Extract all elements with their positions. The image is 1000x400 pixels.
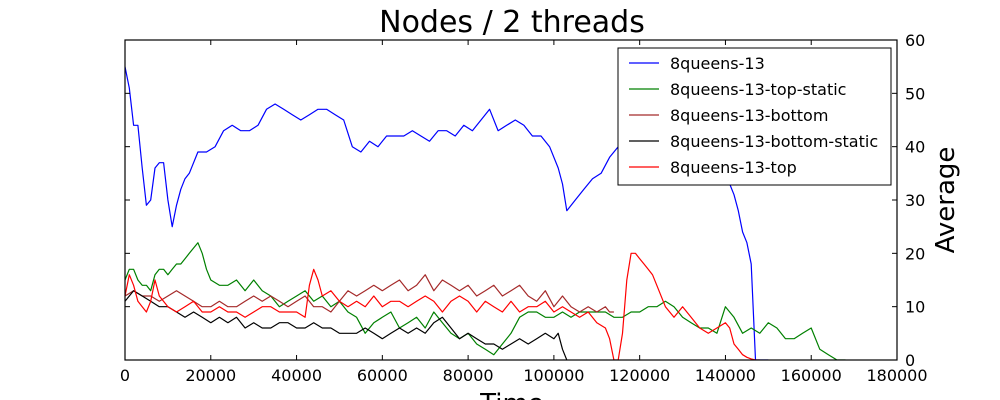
- legend-label: 8queens-13-top: [670, 158, 797, 177]
- y-axis-label: Average: [931, 147, 961, 254]
- y-tick-label: 20: [905, 244, 925, 263]
- y-tick-label: 40: [905, 138, 925, 157]
- y-tick-label: 50: [905, 84, 925, 103]
- x-tick-label: 140000: [695, 366, 756, 385]
- legend-label: 8queens-13-top-static: [670, 80, 846, 99]
- legend-label: 8queens-13-bottom-static: [670, 132, 878, 151]
- y-tick-label: 30: [905, 191, 925, 210]
- y-axis-ticks: 0 10 20 30 40 50 60: [125, 31, 925, 370]
- series-line-8queens-13-top-static: [125, 242, 846, 360]
- y-tick-label: 60: [905, 31, 925, 50]
- x-tick-label: 40000: [271, 366, 322, 385]
- y-tick-label: 10: [905, 298, 925, 317]
- series-line-8queens-13-bottom-static: [125, 290, 568, 360]
- legend-label: 8queens-13: [670, 54, 765, 73]
- x-tick-label: 120000: [609, 366, 670, 385]
- x-tick-label: 0: [120, 366, 130, 385]
- series-line-8queens-13-bottom: [125, 274, 614, 313]
- legend-label: 8queens-13-bottom: [670, 106, 828, 125]
- x-axis-label: Time: [479, 389, 544, 400]
- x-tick-label: 100000: [523, 366, 584, 385]
- x-tick-label: 180000: [866, 366, 927, 385]
- x-tick-label: 20000: [185, 366, 236, 385]
- x-axis-ticks: 0 20000 40000 60000 80000 100000 120000 140000 1…: [120, 40, 928, 385]
- y-tick-label: 0: [905, 351, 915, 370]
- legend-box: [617, 47, 892, 186]
- legend: 8queens-13 8queens-13-top-static 8queens-1…: [617, 47, 892, 186]
- x-tick-label: 60000: [357, 366, 408, 385]
- chart-title: Nodes / 2 threads: [379, 5, 645, 40]
- series-line-8queens-13-top: [125, 252, 760, 360]
- x-tick-label: 160000: [781, 366, 842, 385]
- x-tick-label: 80000: [443, 366, 494, 385]
